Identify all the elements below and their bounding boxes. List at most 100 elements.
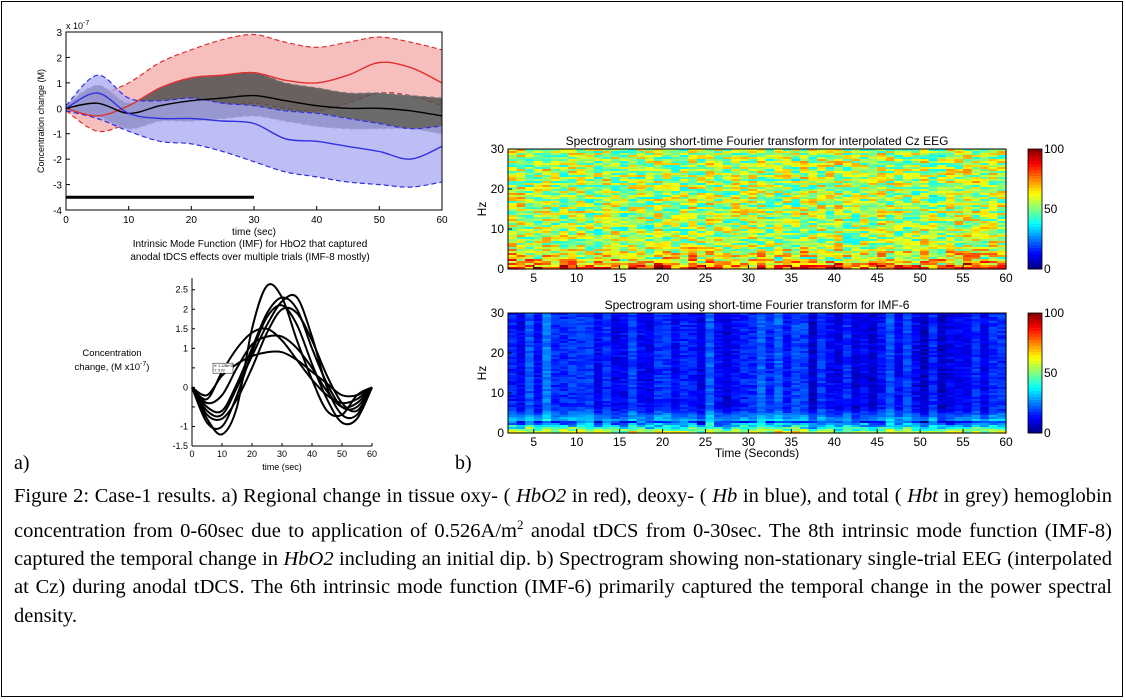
spectrogram-cell <box>997 163 1007 166</box>
spectrogram-cell <box>799 235 810 238</box>
spectrogram-cell <box>636 191 646 194</box>
spectrogram-cell <box>542 261 552 264</box>
spectrogram-cell <box>645 251 655 254</box>
spectrogram-cell <box>688 355 698 358</box>
spectrogram-cell <box>688 209 698 212</box>
spectrogram-cell <box>757 209 767 212</box>
colorbar-step <box>1028 170 1042 174</box>
spectrogram-cell <box>834 319 844 322</box>
spectrogram-cell <box>679 197 689 200</box>
spectrogram-cell <box>877 195 887 198</box>
spectrogram-cell <box>748 181 758 184</box>
spectrogram-cell <box>705 183 715 186</box>
band-upper-dashed <box>65 74 443 130</box>
spectrogram-cell <box>593 253 604 256</box>
spectrogram-cell <box>971 167 981 170</box>
spectrogram-cell <box>653 255 664 258</box>
spectrogram-cell <box>628 325 638 328</box>
spectrogram-cell <box>808 231 818 234</box>
spectrogram-cell <box>619 237 629 240</box>
spectrogram-cell <box>542 185 552 188</box>
spectrogram-cell <box>533 185 543 188</box>
spectrogram-cell <box>963 337 973 340</box>
spectrogram-cell <box>774 257 784 260</box>
spectrogram-cell <box>902 347 913 350</box>
spectrogram-cell <box>945 195 956 198</box>
spectrogram-cell <box>628 227 638 230</box>
spectrogram-cell <box>765 239 775 242</box>
spectrogram-cell <box>834 263 844 266</box>
spectrogram-cell <box>791 243 801 246</box>
spectrogram-cell <box>542 225 552 228</box>
spectrogram-cell <box>731 321 741 324</box>
spectrogram-cell <box>696 329 707 332</box>
spectrogram-cell <box>954 167 964 170</box>
spectrogram-cell <box>963 329 973 332</box>
spectrogram-cell <box>628 259 638 262</box>
spectrogram-cell <box>688 339 698 342</box>
spectrogram-cell <box>602 351 612 354</box>
spectrogram-cell <box>782 211 792 214</box>
spectrogram-cell <box>748 317 758 320</box>
spectrogram-cell <box>851 339 861 342</box>
spectrogram-cell <box>834 257 844 260</box>
spectrogram-cell <box>791 323 801 326</box>
spectrogram-cell <box>576 337 586 340</box>
spectrogram-cell <box>688 151 698 154</box>
spectrogram-cell <box>988 179 999 182</box>
x-axis-label: time (sec) <box>262 462 302 472</box>
spectrogram-cell <box>765 323 775 326</box>
spectrogram-cell <box>593 197 604 200</box>
spectrogram-cell <box>748 353 758 356</box>
spectrogram-cell <box>954 201 964 204</box>
spectrogram-cell <box>851 167 861 170</box>
spectrogram-cell <box>757 211 767 214</box>
spectrogram-cell <box>868 341 878 344</box>
spectrogram-cell <box>825 247 835 250</box>
colorbar-step <box>1028 206 1042 210</box>
spectrogram-cell <box>825 349 835 352</box>
spectrogram-cell <box>980 325 990 328</box>
spectrogram-cell <box>774 261 784 264</box>
spectrogram-cell <box>791 313 801 316</box>
spectrogram-cell <box>894 183 904 186</box>
spectrogram-cell <box>525 155 535 158</box>
spectrogram-cell <box>645 325 655 328</box>
spectrogram-cell <box>739 187 750 190</box>
spectrogram-cell <box>808 253 818 256</box>
spectrogram-cell <box>971 205 981 208</box>
spectrogram-cell <box>688 263 698 266</box>
spectrogram-cell <box>980 263 990 266</box>
spectrogram-cell <box>550 249 561 252</box>
spectrogram-cell <box>619 259 629 262</box>
spectrogram-cell <box>911 203 921 206</box>
spectrogram-cell <box>997 265 1007 268</box>
spectrogram-cell <box>748 343 758 346</box>
spectrogram-cell <box>705 327 715 330</box>
spectrogram-cell <box>945 237 956 240</box>
spectrogram-cell <box>988 333 999 336</box>
spectrogram-cell <box>894 353 904 356</box>
spectrogram-cell <box>636 205 646 208</box>
spectrogram-cell <box>971 193 981 196</box>
spectrogram-cell <box>671 323 681 326</box>
spectrogram-cell <box>662 223 672 226</box>
spectrogram-cell <box>636 337 646 340</box>
spectrogram-cell <box>997 201 1007 204</box>
spectrogram-cell <box>731 255 741 258</box>
spectrogram-cell <box>508 245 518 248</box>
spectrogram-cell <box>911 339 921 342</box>
spectrogram-cell <box>508 341 518 344</box>
spectrogram-cell <box>988 345 999 348</box>
spectrogram-cell <box>954 169 964 172</box>
spectrogram-cell <box>757 347 767 350</box>
colorbar-step <box>1028 179 1042 183</box>
spectrogram-cell <box>911 185 921 188</box>
spectrogram-cell <box>593 175 604 178</box>
spectrogram-cell <box>920 267 930 270</box>
spectrogram-cell <box>525 267 535 270</box>
spectrogram-cell <box>739 255 750 258</box>
spectrogram-cell <box>593 263 604 266</box>
spectrogram-cell <box>593 261 604 264</box>
spectrogram-cell <box>825 165 835 168</box>
